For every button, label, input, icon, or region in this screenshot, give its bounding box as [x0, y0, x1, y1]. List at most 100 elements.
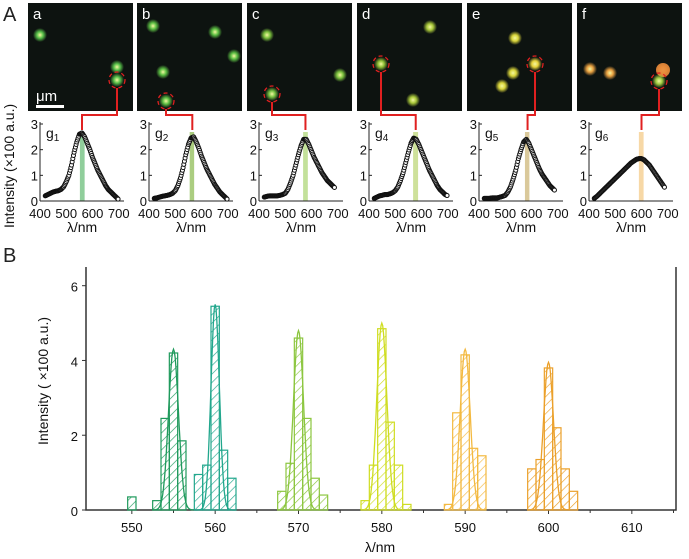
x-tick-label: 600	[538, 520, 560, 535]
selected-particle	[159, 94, 173, 108]
histogram-bar	[168, 352, 179, 511]
histogram-series-570	[277, 328, 329, 511]
image-background	[467, 3, 572, 111]
panel-label-a: A	[3, 4, 17, 26]
image-panel-d: d	[357, 3, 462, 111]
x-tick-label: 560	[204, 520, 226, 535]
y-tick-label: 3	[580, 117, 587, 132]
y-tick-label: 3	[360, 117, 367, 132]
x-tick-label: 570	[288, 520, 310, 535]
y-tick-label: 3	[470, 117, 477, 132]
x-tick-label: 400	[358, 206, 380, 221]
fit-curve	[277, 328, 319, 511]
y-tick-label: 1	[470, 168, 477, 183]
histogram-series-600	[527, 360, 579, 511]
x-tick-label: 500	[384, 206, 406, 221]
highlight-band	[413, 132, 419, 201]
scale-bar-label: μm	[36, 88, 57, 105]
histogram-chart: 0 2 4 6 550 560 570 580 590 600 610	[71, 267, 677, 535]
x-tick-label: 500	[494, 206, 516, 221]
particle-dot	[495, 79, 509, 93]
histogram-series-580	[360, 321, 412, 511]
x-tick-label: 600	[631, 206, 653, 221]
image-label: d	[362, 6, 370, 23]
x-tick-label: 590	[454, 520, 476, 535]
data-point	[444, 193, 450, 199]
x-tick-label: 580	[371, 520, 393, 535]
y-tick-label: 0	[250, 194, 257, 209]
scale-bar	[36, 105, 64, 108]
particle-dot	[260, 28, 274, 42]
data-point	[551, 187, 557, 193]
data-point	[331, 185, 337, 191]
selection-circle	[372, 55, 390, 73]
y-tick-label: 2	[71, 429, 78, 444]
particle-dot	[423, 20, 437, 34]
selection-circle	[650, 72, 668, 90]
histogram-bar	[477, 455, 487, 511]
x-tick-label: 700	[108, 206, 130, 221]
x-tick-label: 600	[301, 206, 323, 221]
panel-label-b: B	[3, 245, 16, 267]
y-tick-label: 0	[360, 194, 367, 209]
histogram-bar	[318, 494, 329, 511]
histogram-x-label: λ/nm	[365, 539, 395, 555]
x-tick-label: 700	[217, 206, 239, 221]
histogram-bar	[393, 464, 404, 511]
fit-curve	[527, 360, 569, 511]
x-axis-label: λ/nm	[67, 219, 97, 235]
y-tick-label: 1	[580, 168, 587, 183]
image-panel-e: e	[467, 3, 572, 111]
spectra-charts: 0 1 2 3 400 500 600 700 λ/nm g1 0 1 2 3 400 500 600 700 λ/…	[29, 117, 678, 235]
spectrum-chart-g3: 0 1 2 3 400 500 600 700 λ/nm g3	[248, 117, 348, 235]
y-tick-label: 2	[140, 143, 147, 158]
spectrum-label: g2	[155, 125, 169, 144]
x-axis-label: λ/nm	[616, 219, 646, 235]
x-tick-label: 550	[121, 520, 143, 535]
selection-circle	[157, 92, 175, 110]
spectrum-chart-g5: 0 1 2 3 400 500 600 700 λ/nm g5	[468, 117, 568, 235]
x-tick-label: 600	[191, 206, 213, 221]
y-tick-label: 2	[250, 143, 257, 158]
y-tick-label: 1	[31, 168, 38, 183]
image-label: e	[472, 6, 480, 23]
highlight-band	[189, 132, 195, 201]
selected-particle	[528, 57, 542, 71]
x-tick-label: 400	[578, 206, 600, 221]
connector-line	[640, 89, 660, 130]
particle-dot	[506, 66, 520, 80]
particle-dot	[208, 25, 222, 39]
x-tick-label: 500	[274, 206, 296, 221]
y-tick-label: 3	[250, 117, 257, 132]
y-tick-label: 0	[71, 504, 78, 519]
y-tick-label: 1	[140, 168, 147, 183]
particle-dot	[146, 19, 160, 33]
highlight-band	[524, 132, 530, 201]
image-label: a	[33, 6, 42, 23]
histogram-bar	[227, 477, 237, 511]
particle-dot	[508, 31, 522, 45]
selected-particle	[374, 57, 388, 71]
x-tick-label: 700	[547, 206, 569, 221]
x-tick-label: 400	[248, 206, 270, 221]
y-tick-label: 2	[31, 143, 38, 158]
data-point	[224, 196, 230, 202]
connector-line	[526, 72, 536, 130]
histogram-bar	[460, 354, 470, 511]
spectrum-label: g1	[46, 125, 60, 144]
histogram-series-555	[127, 347, 194, 511]
x-tick-label: 600	[411, 206, 433, 221]
particle-dot	[33, 28, 47, 42]
fit-curve	[194, 304, 236, 511]
particle-dot	[603, 66, 617, 80]
image-panel-b: b	[137, 3, 242, 111]
x-axis-label: λ/nm	[506, 219, 536, 235]
connector-line	[165, 109, 194, 130]
y-tick-label: 1	[250, 168, 257, 183]
histogram-bar	[377, 328, 387, 511]
fit-curve	[444, 347, 486, 511]
x-tick-label: 400	[29, 206, 51, 221]
image-panel-f: f	[577, 3, 682, 111]
histogram-y-label: Intensity ( ×100 a.u.)	[35, 317, 51, 445]
connector-line	[271, 102, 307, 130]
